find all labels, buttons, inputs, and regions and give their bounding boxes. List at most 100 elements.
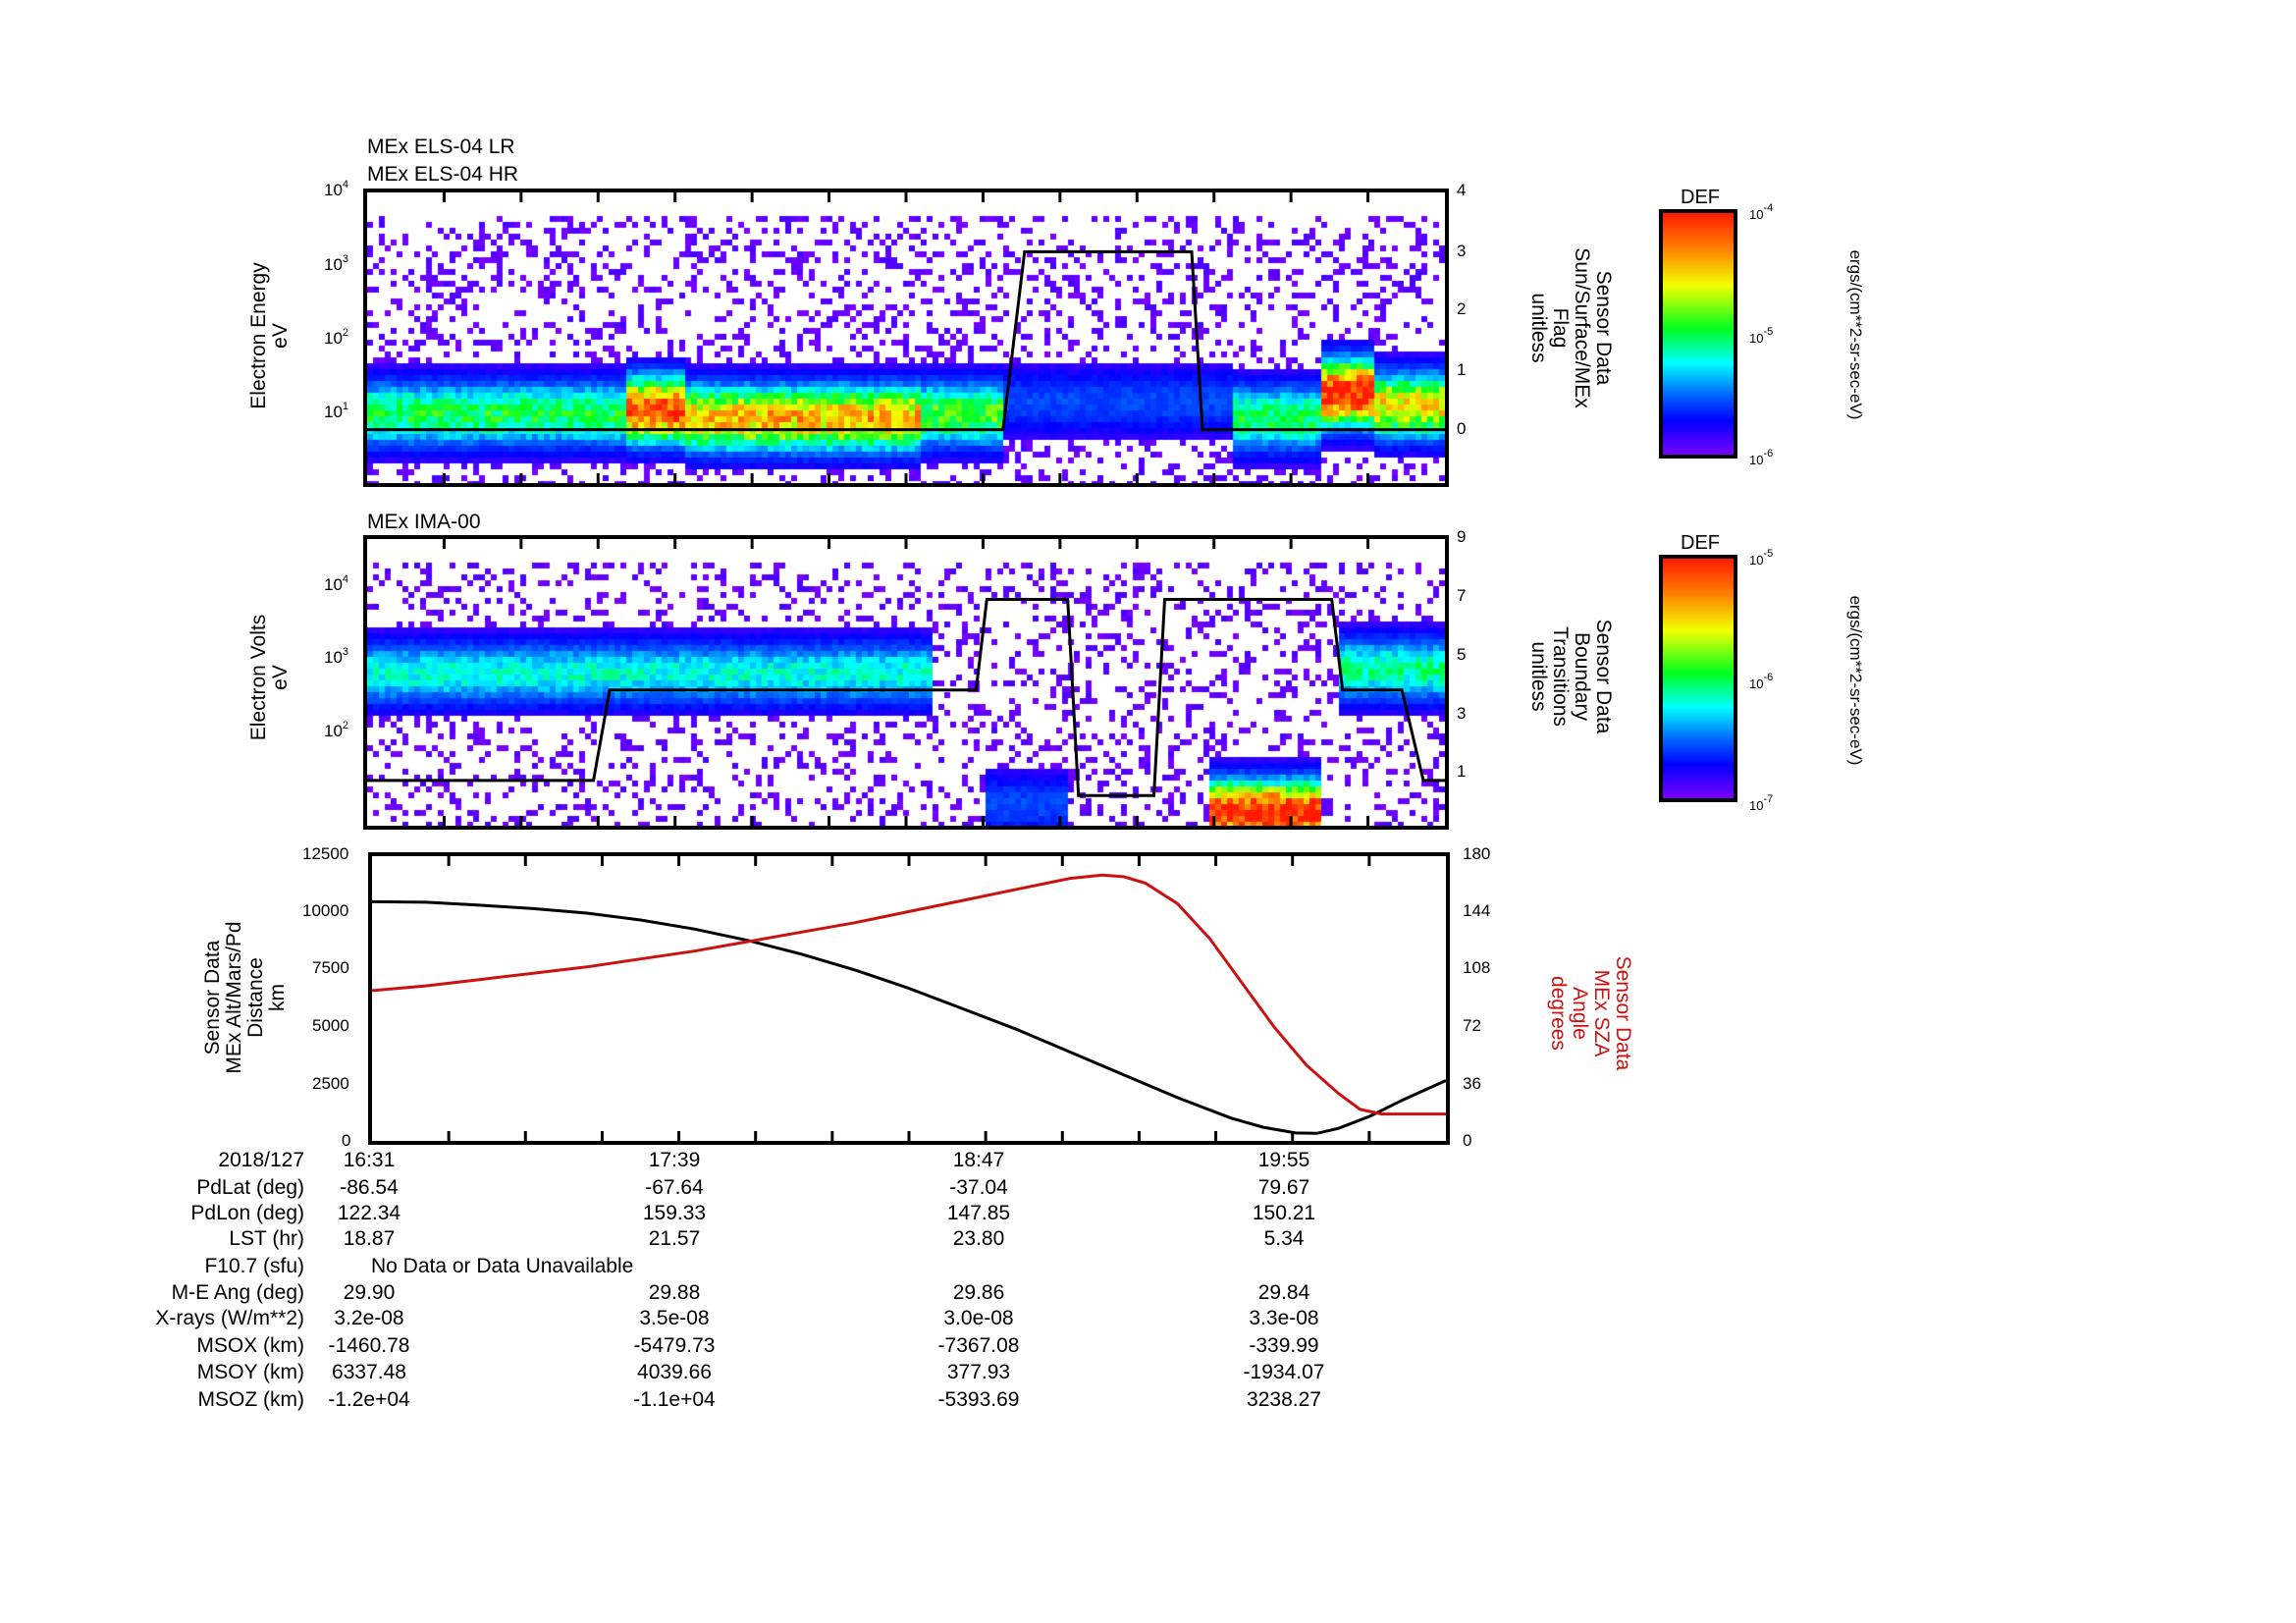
eph-pdlon-2: 159.33 xyxy=(642,1202,707,1224)
eph-lst-4: 5.34 xyxy=(1263,1227,1305,1250)
eph-label-pdlat: PdLat (deg) xyxy=(196,1176,304,1199)
eph-meang-3: 29.86 xyxy=(952,1281,1005,1304)
eph-msox-1: -1460.78 xyxy=(328,1334,410,1357)
altitude-sza-panel xyxy=(368,852,1450,1145)
eph-pdlat-4: 79.67 xyxy=(1257,1176,1310,1199)
p3-ltick-7500: 7500 xyxy=(312,958,349,977)
cb1-mid: 10-5 xyxy=(1749,326,1774,346)
eph-xrays-3: 3.0e-08 xyxy=(943,1307,1014,1329)
eph-msoz-2: -1.1e+04 xyxy=(633,1388,716,1411)
p1-ytick-1e4: 104 xyxy=(324,179,349,199)
p1-rtick-0: 0 xyxy=(1457,419,1467,438)
p1-rtick-4: 4 xyxy=(1457,181,1467,199)
eph-pdlon-1: 122.34 xyxy=(337,1202,401,1224)
eph-label-pdlon: PdLon (deg) xyxy=(190,1202,304,1224)
panel1-title-lr: MEx ELS-04 LR xyxy=(367,135,515,158)
p1-rtick-1: 1 xyxy=(1457,360,1467,379)
p1-rtick-2: 2 xyxy=(1457,299,1467,318)
p1-ylabel: Electron Energy eV xyxy=(247,262,292,409)
boundary-overlay-line xyxy=(367,539,1445,826)
panel1-title-hr: MEx ELS-04 HR xyxy=(367,163,519,186)
p3-left-label: Sensor Data MEx Alt/Mars/Pd Distance km xyxy=(201,921,289,1074)
eph-msoy-1: 6337.48 xyxy=(332,1361,406,1383)
p2-rtick-9: 9 xyxy=(1457,527,1467,546)
eph-time-2: 17:39 xyxy=(648,1149,701,1171)
eph-lst-1: 18.87 xyxy=(343,1227,396,1250)
p1-ytick-1e3: 103 xyxy=(324,253,349,274)
eph-label-f107: F10.7 (sfu) xyxy=(204,1255,304,1277)
eph-lst-2: 21.57 xyxy=(648,1227,701,1250)
eph-msoy-2: 4039.66 xyxy=(637,1361,712,1383)
p1-right-label: Sensor Data Sun/Surface/MEx Flag unitless xyxy=(1527,247,1615,408)
colorbar-els xyxy=(1659,209,1737,459)
p3-ltick-2500: 2500 xyxy=(312,1074,349,1093)
eph-msoy-4: -1934.07 xyxy=(1243,1361,1325,1383)
eph-msox-4: -339.99 xyxy=(1249,1334,1319,1357)
eph-pdlon-3: 147.85 xyxy=(946,1202,1011,1224)
p2-ytick-1e3: 103 xyxy=(324,646,349,667)
p2-rtick-7: 7 xyxy=(1457,586,1467,605)
p2-rtick-1: 1 xyxy=(1457,762,1467,781)
eph-time-1: 16:31 xyxy=(343,1149,396,1171)
eph-msoz-4: 3238.27 xyxy=(1247,1388,1321,1411)
eph-msoy-3: 377.93 xyxy=(946,1361,1011,1383)
cb1-bottom: 10-6 xyxy=(1749,448,1774,467)
ima-spectrogram xyxy=(367,539,1445,826)
eph-pdlat-3: -37.04 xyxy=(949,1176,1008,1199)
cb1-top: 10-4 xyxy=(1749,202,1774,222)
eph-pdlon-4: 150.21 xyxy=(1252,1202,1316,1224)
eph-pdlat-2: -67.64 xyxy=(645,1176,704,1199)
els-spectrogram-panel xyxy=(363,189,1449,487)
p3-rtick-144: 144 xyxy=(1463,901,1491,920)
flag-overlay-line xyxy=(367,192,1445,483)
p1-ytick-1e1: 101 xyxy=(324,401,349,421)
eph-msox-2: -5479.73 xyxy=(633,1334,716,1357)
p2-ytick-1e4: 104 xyxy=(324,573,349,594)
eph-label-me-ang: M-E Ang (deg) xyxy=(171,1281,304,1304)
eph-msoz-3: -5393.69 xyxy=(937,1388,1020,1411)
eph-pdlat-1: -86.54 xyxy=(340,1176,399,1199)
eph-time-3: 18:47 xyxy=(952,1149,1005,1171)
eph-label-msox: MSOX (km) xyxy=(196,1334,304,1357)
els-spectrogram xyxy=(367,192,1445,483)
p3-ltick-10000: 10000 xyxy=(302,901,349,920)
p2-right-label: Sensor Data Boundary Transitions unitless xyxy=(1527,619,1615,734)
panel2-title: MEx IMA-00 xyxy=(367,511,481,533)
eph-label-msoy: MSOY (km) xyxy=(196,1361,304,1383)
p2-rtick-5: 5 xyxy=(1457,645,1467,664)
ima-spectrogram-panel xyxy=(363,535,1449,830)
cb2-bottom: 10-7 xyxy=(1749,793,1774,813)
p1-rtick-3: 3 xyxy=(1457,242,1467,260)
altitude-sza-lines xyxy=(372,856,1446,1141)
p1-ytick-1e2: 102 xyxy=(324,327,349,348)
cb2-mid: 10-6 xyxy=(1749,672,1774,691)
eph-label-xrays: X-rays (W/m**2) xyxy=(155,1307,304,1329)
p2-ytick-1e2: 102 xyxy=(324,720,349,740)
eph-msoz-1: -1.2e+04 xyxy=(328,1388,410,1411)
eph-label-lst: LST (hr) xyxy=(229,1227,304,1250)
p3-rtick-36: 36 xyxy=(1463,1074,1481,1093)
eph-msox-3: -7367.08 xyxy=(937,1334,1020,1357)
eph-meang-1: 29.90 xyxy=(343,1281,396,1304)
eph-xrays-4: 3.3e-08 xyxy=(1249,1307,1319,1329)
p2-rtick-3: 3 xyxy=(1457,704,1467,723)
p3-ltick-12500: 12500 xyxy=(302,844,349,863)
cb1-title: DEF xyxy=(1681,187,1720,208)
p3-rtick-72: 72 xyxy=(1463,1016,1481,1035)
p3-ltick-5000: 5000 xyxy=(312,1016,349,1035)
p3-rtick-180: 180 xyxy=(1463,844,1491,863)
cb2-units: ergs/(cm**2-sr-sec-eV) xyxy=(1846,595,1865,766)
p3-ltick-0: 0 xyxy=(342,1131,351,1150)
eph-f107-note: No Data or Data Unavailable xyxy=(371,1255,634,1277)
eph-label-msoz: MSOZ (km) xyxy=(197,1388,304,1411)
p3-rtick-0: 0 xyxy=(1463,1131,1472,1150)
eph-xrays-2: 3.5e-08 xyxy=(639,1307,710,1329)
p2-ylabel: Electron Volts eV xyxy=(247,614,292,741)
eph-label-date: 2018/127 xyxy=(218,1149,304,1171)
cb2-top: 10-5 xyxy=(1749,548,1774,568)
eph-meang-4: 29.84 xyxy=(1257,1281,1310,1304)
eph-meang-2: 29.88 xyxy=(648,1281,701,1304)
cb2-title: DEF xyxy=(1681,532,1720,554)
eph-xrays-1: 3.2e-08 xyxy=(334,1307,404,1329)
p3-right-label: Sensor Data MEx SZA Angle degrees xyxy=(1547,955,1634,1071)
